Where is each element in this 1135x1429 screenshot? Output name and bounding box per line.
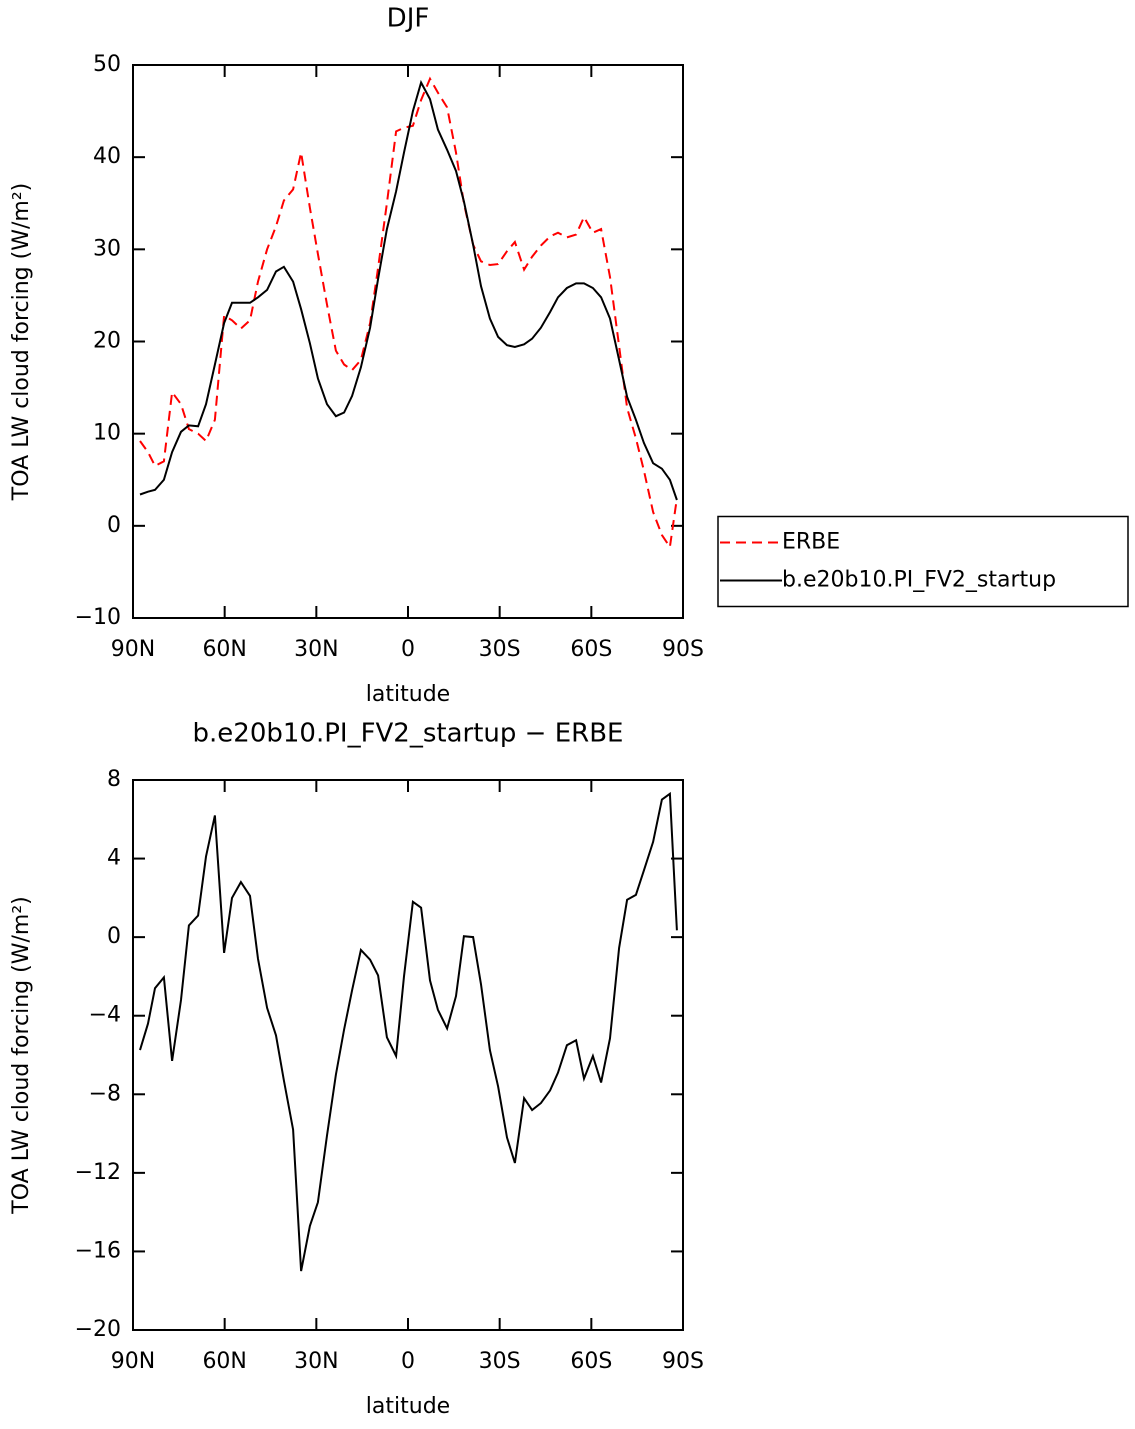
data-line (139, 79, 678, 501)
y-tick-label: 0 (107, 513, 121, 538)
x-tick-label: 90S (662, 637, 704, 662)
y-tick-label: 0 (107, 924, 121, 949)
data-line (139, 791, 678, 1272)
legend-label: b.e20b10.PI_FV2_startup (782, 568, 1056, 593)
y-tick-label: 40 (93, 144, 121, 169)
x-tick-label: 0 (401, 1349, 415, 1374)
x-tick-label: 60S (570, 637, 612, 662)
x-tick-label: 0 (401, 637, 415, 662)
plot-frame (132, 779, 684, 1331)
x-tick-label: 60S (570, 1349, 612, 1374)
y-tick-label: 50 (93, 52, 121, 77)
x-tick-label: 30N (294, 1349, 338, 1374)
x-tick-label: 30S (479, 1349, 521, 1374)
legend-box (717, 515, 1129, 608)
x-tick-label: 90N (111, 637, 155, 662)
x-axis-label: latitude (366, 1394, 450, 1419)
y-tick-label: 30 (93, 236, 121, 261)
chart-title: DJF (387, 4, 430, 34)
y-tick-label: −10 (75, 605, 121, 630)
y-tick-label: −4 (89, 1003, 121, 1028)
x-tick-label: 30N (294, 637, 338, 662)
legend-label: ERBE (782, 530, 840, 555)
x-tick-label: 90N (111, 1349, 155, 1374)
y-tick-label: 8 (107, 767, 121, 792)
data-line (139, 76, 678, 550)
y-tick-label: −20 (75, 1317, 121, 1342)
y-tick-label: −16 (75, 1238, 121, 1263)
chart-title: b.e20b10.PI_FV2_startup − ERBE (193, 719, 624, 749)
y-tick-label: 4 (107, 846, 121, 871)
y-tick-label: 20 (93, 329, 121, 354)
x-tick-label: 30S (479, 637, 521, 662)
y-axis-label: TOA LW cloud forcing (W/m²) (9, 896, 34, 1214)
y-tick-label: −8 (89, 1081, 121, 1106)
y-tick-label: −12 (75, 1160, 121, 1185)
x-tick-label: 60N (202, 637, 246, 662)
y-axis-label: TOA LW cloud forcing (W/m²) (9, 183, 34, 501)
plot-frame (132, 64, 684, 619)
x-axis-label: latitude (366, 682, 450, 707)
x-tick-label: 60N (202, 1349, 246, 1374)
x-tick-label: 90S (662, 1349, 704, 1374)
y-tick-label: 10 (93, 421, 121, 446)
